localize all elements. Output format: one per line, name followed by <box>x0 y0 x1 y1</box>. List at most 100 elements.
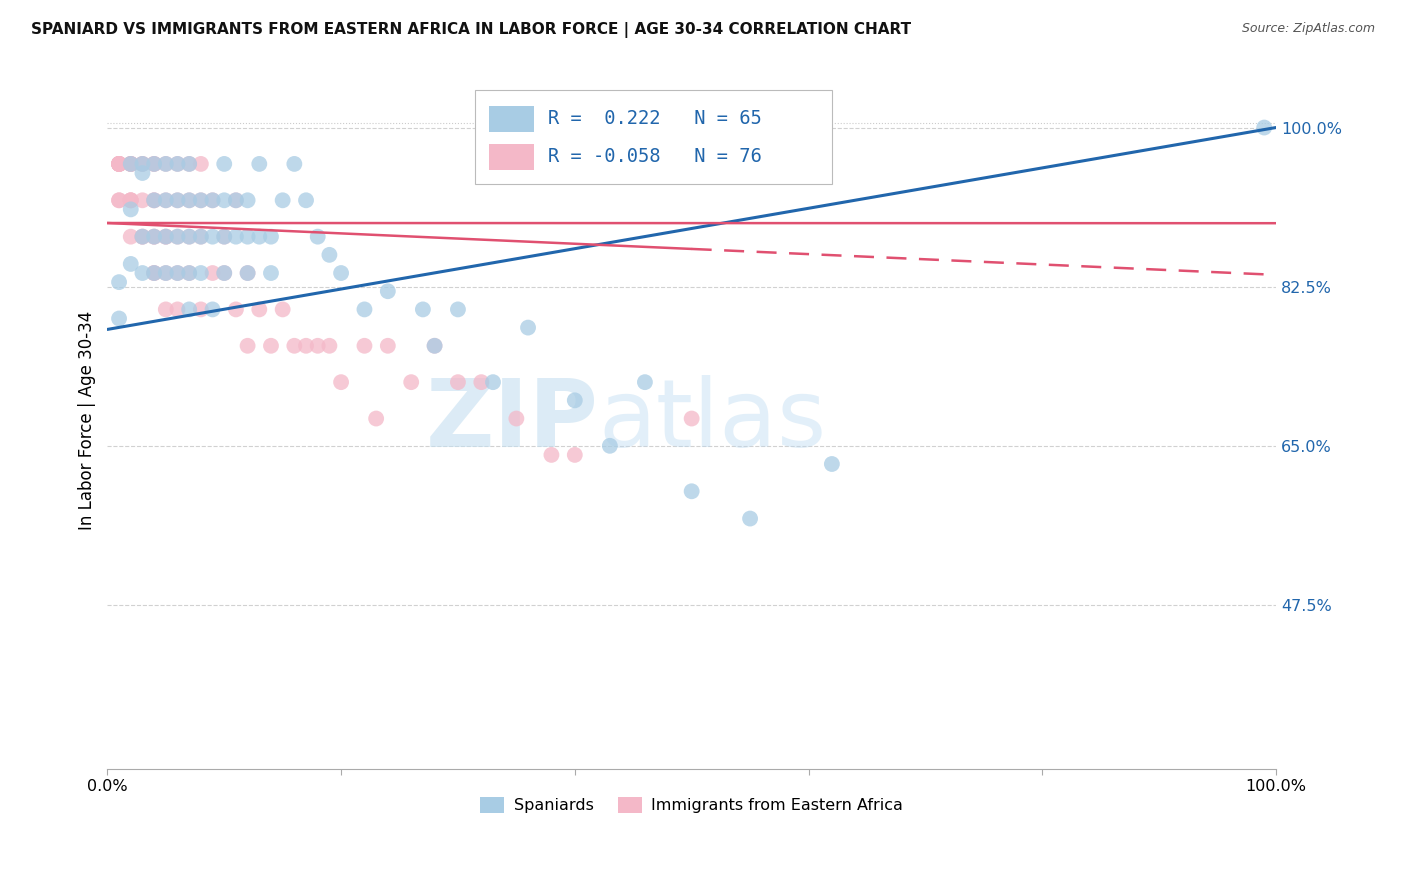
Point <box>190 229 212 244</box>
Point <box>166 157 188 171</box>
Point <box>120 194 142 208</box>
Point <box>108 157 131 171</box>
Point <box>143 157 166 171</box>
Point <box>271 302 294 317</box>
Text: atlas: atlas <box>598 375 827 467</box>
Point <box>212 266 235 280</box>
Point <box>1253 120 1275 135</box>
Y-axis label: In Labor Force | Age 30-34: In Labor Force | Age 30-34 <box>79 311 96 531</box>
FancyBboxPatch shape <box>489 105 534 132</box>
Point <box>131 157 153 171</box>
Point <box>179 229 201 244</box>
Point <box>166 194 188 208</box>
Point <box>212 229 235 244</box>
Point <box>318 248 340 262</box>
Point <box>190 302 212 317</box>
Point <box>247 157 270 171</box>
Point <box>190 229 212 244</box>
Point <box>377 339 399 353</box>
Point <box>212 157 235 171</box>
Point <box>155 266 177 280</box>
Point <box>482 375 505 389</box>
Point <box>260 229 283 244</box>
Point <box>179 194 201 208</box>
Point <box>353 302 375 317</box>
Point <box>190 157 212 171</box>
Point <box>225 194 247 208</box>
Point <box>330 375 353 389</box>
Point <box>505 411 527 425</box>
Point <box>179 194 201 208</box>
Point <box>166 266 188 280</box>
Point <box>108 275 131 289</box>
Point <box>399 375 422 389</box>
Point <box>179 229 201 244</box>
Point <box>143 229 166 244</box>
Text: Source: ZipAtlas.com: Source: ZipAtlas.com <box>1241 22 1375 36</box>
Point <box>155 266 177 280</box>
Point <box>212 266 235 280</box>
Point <box>190 266 212 280</box>
Point <box>366 411 388 425</box>
Point <box>155 229 177 244</box>
Point <box>821 457 844 471</box>
Point <box>212 194 235 208</box>
Point <box>131 266 153 280</box>
Point <box>423 339 446 353</box>
Text: R = -0.058   N = 76: R = -0.058 N = 76 <box>548 147 762 166</box>
Point <box>201 302 224 317</box>
Point <box>155 194 177 208</box>
Point <box>166 266 188 280</box>
Point <box>225 302 247 317</box>
Point <box>155 194 177 208</box>
Point <box>131 229 153 244</box>
Point <box>236 229 259 244</box>
Point <box>108 157 131 171</box>
Point <box>155 302 177 317</box>
Point <box>236 194 259 208</box>
Point <box>131 194 153 208</box>
Point <box>540 448 562 462</box>
Legend: Spaniards, Immigrants from Eastern Africa: Spaniards, Immigrants from Eastern Afric… <box>474 790 910 820</box>
Point <box>143 194 166 208</box>
Point <box>260 266 283 280</box>
Point <box>143 229 166 244</box>
Point <box>377 284 399 298</box>
Point <box>108 194 131 208</box>
Point <box>108 311 131 326</box>
Point <box>271 194 294 208</box>
Text: R =  0.222   N = 65: R = 0.222 N = 65 <box>548 109 762 128</box>
Point <box>166 302 188 317</box>
Point <box>108 157 131 171</box>
Point <box>155 229 177 244</box>
Point <box>447 375 470 389</box>
Point <box>108 194 131 208</box>
Point <box>212 229 235 244</box>
Point <box>143 157 166 171</box>
Point <box>143 266 166 280</box>
Point <box>131 166 153 180</box>
Point <box>131 229 153 244</box>
Point <box>236 266 259 280</box>
Point <box>131 229 153 244</box>
Point <box>120 194 142 208</box>
Point <box>179 302 201 317</box>
Point <box>247 302 270 317</box>
Point <box>295 339 318 353</box>
Point <box>120 257 142 271</box>
Point <box>225 194 247 208</box>
Point <box>120 157 142 171</box>
Point <box>143 194 166 208</box>
Point <box>190 194 212 208</box>
Point <box>143 229 166 244</box>
Point <box>120 157 142 171</box>
Point <box>681 484 703 499</box>
Point <box>283 339 305 353</box>
Point <box>201 194 224 208</box>
Point <box>120 194 142 208</box>
Point <box>166 229 188 244</box>
Point <box>307 229 329 244</box>
Point <box>353 339 375 353</box>
Point <box>247 229 270 244</box>
Point <box>564 393 586 408</box>
